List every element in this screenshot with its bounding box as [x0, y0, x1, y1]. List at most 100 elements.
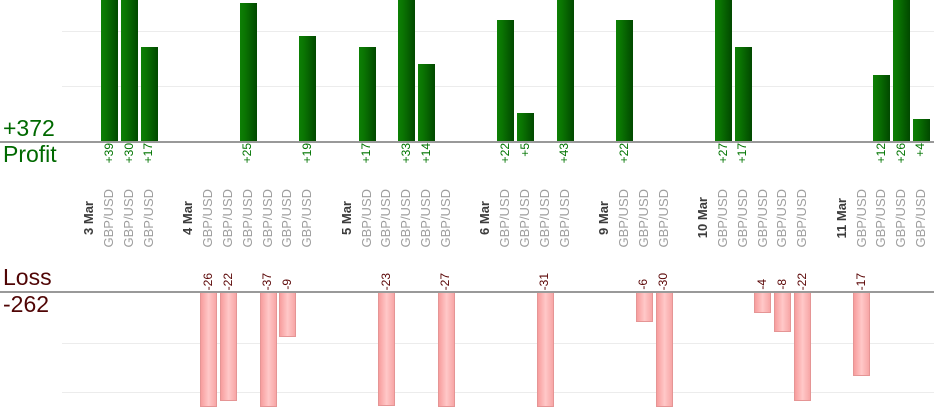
column-slot — [179, 256, 199, 290]
column-slot — [674, 184, 694, 252]
column-slot — [139, 293, 159, 407]
column-slot: GBP/USD — [892, 184, 912, 252]
profit-value-label: +30 — [121, 143, 136, 164]
ticker-label: GBP/USD — [734, 188, 750, 248]
column-slot — [674, 0, 694, 141]
column-slot — [318, 184, 338, 252]
column-slot — [199, 0, 219, 141]
column-slot — [793, 0, 813, 141]
column-slot: +30 — [120, 143, 140, 183]
loss-bar — [853, 293, 871, 376]
column-slot — [278, 143, 298, 183]
column-slot — [318, 143, 338, 183]
column-slot — [159, 143, 179, 183]
column-slot — [654, 0, 674, 141]
column-slot: -31 — [535, 256, 555, 290]
column-slot: +39 — [100, 143, 120, 183]
column-slot: GBP/USD — [397, 184, 417, 252]
column-slot — [159, 293, 179, 407]
loss-value-label: -6 — [636, 279, 651, 290]
column-slot — [812, 143, 832, 183]
column-slot — [278, 0, 298, 141]
profit-bar — [101, 0, 119, 141]
column-slot: GBP/USD — [100, 184, 120, 252]
column-slot: GBP/USD — [417, 184, 437, 252]
column-slot — [100, 256, 120, 290]
profit-bar — [893, 0, 911, 141]
ticker-label: GBP/USD — [398, 188, 414, 248]
column-slot — [80, 256, 100, 290]
column-slot — [120, 256, 140, 290]
column-slot — [219, 293, 239, 407]
column-slot — [773, 143, 793, 183]
column-slot — [555, 256, 575, 290]
loss-gridline-20 — [62, 392, 934, 393]
ticker-label: GBP/USD — [378, 188, 394, 248]
column-slot: GBP/USD — [615, 184, 635, 252]
ticker-label: GBP/USD — [635, 188, 651, 248]
column-slot — [397, 293, 417, 407]
column-slot — [773, 0, 793, 141]
profit-value-label: +25 — [240, 143, 255, 164]
column-slot: +17 — [733, 143, 753, 183]
profit-bar — [299, 36, 317, 141]
column-slot — [832, 143, 852, 183]
column-slot — [555, 293, 575, 407]
profit-value-label: +17 — [141, 143, 156, 164]
ticker-label: GBP/USD — [893, 188, 909, 248]
column-slot: -6 — [634, 256, 654, 290]
ticker-label: GBP/USD — [714, 188, 730, 248]
column-slot — [496, 256, 516, 290]
column-slot — [456, 293, 476, 407]
column-slot — [456, 256, 476, 290]
column-slot — [318, 256, 338, 290]
column-slot: GBP/USD — [219, 184, 239, 252]
ticker-label: GBP/USD — [774, 188, 790, 248]
column-slot: +22 — [496, 143, 516, 183]
profit-bar — [239, 3, 257, 141]
column-slot — [674, 256, 694, 290]
column-slot — [694, 293, 714, 407]
column-slot: GBP/USD — [852, 184, 872, 252]
column-slot: +43 — [555, 143, 575, 183]
column-slot — [496, 293, 516, 407]
loss-value-label: -22 — [220, 272, 235, 290]
column-slot — [436, 293, 456, 407]
column-slot — [892, 293, 912, 407]
column-slot — [337, 0, 357, 141]
column-slot — [674, 143, 694, 183]
column-slot — [535, 143, 555, 183]
column-slot — [318, 293, 338, 407]
profit-value-label: +12 — [873, 143, 888, 164]
loss-bar — [655, 293, 673, 407]
column-slot — [456, 0, 476, 141]
profit-value-label: +26 — [893, 143, 908, 164]
column-slot — [476, 143, 496, 183]
column-slot — [298, 0, 318, 141]
column-slot — [278, 293, 298, 407]
ticker-label: GBP/USD — [220, 188, 235, 248]
loss-value-label: -30 — [656, 272, 671, 290]
column-slot: GBP/USD — [377, 184, 397, 252]
column-slot — [793, 143, 813, 183]
column-slot: +27 — [714, 143, 734, 183]
loss-axis-line — [0, 291, 934, 293]
column-slot: 9 Mar — [595, 184, 615, 252]
profit-value-label: +22 — [497, 143, 512, 164]
loss-bar — [635, 293, 653, 322]
column-slot — [139, 256, 159, 290]
column-slot: +17 — [357, 143, 377, 183]
profit-bar — [120, 0, 138, 141]
date-label: 3 Mar — [81, 201, 97, 235]
column-slot — [238, 256, 258, 290]
profit-value-label: +17 — [735, 143, 750, 164]
column-slot: -9 — [278, 256, 298, 290]
ticker-label: GBP/USD — [912, 188, 928, 248]
profit-bar — [714, 0, 732, 141]
column-slot — [832, 293, 852, 407]
column-slot: GBP/USD — [872, 184, 892, 252]
column-slot: +12 — [872, 143, 892, 183]
column-slot: +22 — [615, 143, 635, 183]
ticker-label: GBP/USD — [299, 188, 315, 248]
